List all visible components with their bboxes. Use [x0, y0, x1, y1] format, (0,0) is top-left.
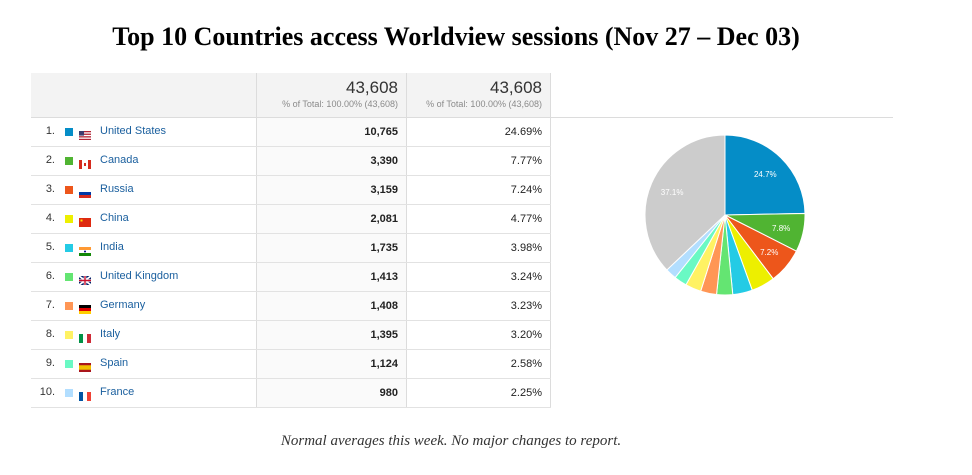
country-link[interactable]: United Kingdom — [100, 270, 179, 282]
sessions-total-sub: % of Total: 100.00% (43,608) — [282, 99, 398, 109]
row-index: 8. — [45, 328, 55, 340]
country-link[interactable]: United States — [100, 125, 167, 137]
legend-swatch — [65, 273, 73, 281]
percent-value: 3.24% — [406, 263, 551, 291]
us-flag-icon — [79, 127, 91, 140]
cn-flag-icon — [79, 214, 91, 227]
percent-total: 43,608 — [490, 78, 542, 97]
sessions-value: 1,395 — [256, 321, 406, 349]
pie-slice-label: 37.1% — [661, 188, 684, 197]
table-row: 1. United States 10,765 24.69% — [31, 118, 551, 147]
ca-flag-icon — [79, 156, 91, 169]
sessions-value: 10,765 — [256, 118, 406, 146]
percent-value: 3.98% — [406, 234, 551, 262]
country-link[interactable]: Canada — [100, 154, 139, 166]
table-row: 2. Canada 3,390 7.77% — [31, 147, 551, 176]
sessions-value: 980 — [256, 379, 406, 407]
percent-total-cell: 43,608 % of Total: 100.00% (43,608) — [406, 73, 551, 117]
country-link[interactable]: China — [100, 212, 129, 224]
pie-slice-label: 7.2% — [760, 248, 778, 257]
percent-value: 2.58% — [406, 350, 551, 378]
country-link[interactable]: Germany — [100, 299, 146, 311]
legend-swatch — [65, 128, 73, 136]
chart-title: Top 10 Countries access Worldview sessio… — [112, 22, 800, 51]
table-row: 8. Italy 1,395 3.20% — [31, 321, 551, 350]
legend-swatch — [65, 302, 73, 310]
sessions-value: 2,081 — [256, 205, 406, 233]
row-index: 9. — [45, 357, 55, 369]
table-row: 3. Russia 3,159 7.24% — [31, 176, 551, 205]
row-index: 3. — [45, 183, 55, 195]
es-flag-icon — [79, 359, 91, 372]
country-link[interactable]: France — [100, 386, 135, 398]
fr-flag-icon — [79, 388, 91, 401]
country-link[interactable]: Italy — [100, 328, 121, 340]
legend-swatch — [65, 360, 73, 368]
legend-swatch — [65, 215, 73, 223]
row-index: 6. — [45, 270, 55, 282]
pie-slice-other[interactable] — [644, 134, 726, 271]
in-flag-icon — [79, 243, 91, 256]
it-flag-icon — [79, 330, 91, 343]
percent-value: 3.20% — [406, 321, 551, 349]
legend-swatch — [65, 244, 73, 252]
table-row: 7. Germany 1,408 3.23% — [31, 292, 551, 321]
ru-flag-icon — [79, 185, 91, 198]
sessions-value: 3,159 — [256, 176, 406, 204]
percent-total-sub: % of Total: 100.00% (43,608) — [426, 99, 542, 109]
table-row: 4. China 2,081 4.77% — [31, 205, 551, 234]
gb-flag-icon — [78, 272, 92, 286]
table-row: 6. United Kingdom 1,413 3.24% — [31, 263, 551, 292]
table-row: 5. India 1,735 3.98% — [31, 234, 551, 263]
sessions-value: 1,413 — [256, 263, 406, 291]
pie-slice-label: 7.8% — [772, 224, 790, 233]
sessions-value: 3,390 — [256, 147, 406, 175]
country-link[interactable]: Russia — [100, 183, 134, 195]
percent-value: 3.23% — [406, 292, 551, 320]
row-index: 7. — [45, 299, 55, 311]
country-link[interactable]: India — [100, 241, 124, 253]
sessions-total: 43,608 — [346, 78, 398, 97]
legend-swatch — [65, 389, 73, 397]
legend-swatch — [65, 157, 73, 165]
pie-slice-united-states[interactable] — [724, 134, 806, 216]
row-index: 10. — [39, 386, 55, 398]
footnote: Normal averages this week. No major chan… — [280, 433, 622, 449]
sessions-value: 1,408 — [256, 292, 406, 320]
pie-slice-label: 24.7% — [754, 170, 777, 179]
row-index: 5. — [45, 241, 55, 253]
percent-value: 7.24% — [406, 176, 551, 204]
percent-value: 2.25% — [406, 379, 551, 407]
row-index: 2. — [45, 154, 55, 166]
table-header: 43,608 % of Total: 100.00% (43,608) 43,6… — [31, 73, 893, 118]
percent-value: 4.77% — [406, 205, 551, 233]
percent-value: 24.69% — [406, 118, 551, 146]
legend-swatch — [65, 186, 73, 194]
country-link[interactable]: Spain — [100, 357, 129, 369]
table-row: 10. France 980 2.25% — [31, 379, 551, 408]
legend-swatch — [65, 331, 73, 339]
percent-value: 7.77% — [406, 147, 551, 175]
sessions-table: 43,608 % of Total: 100.00% (43,608) 43,6… — [31, 73, 893, 408]
row-index: 1. — [45, 125, 55, 137]
header-blank-cell — [31, 73, 256, 117]
pie-chart: 24.7% 7.8% 7.2% 37.1% — [644, 134, 806, 296]
row-index: 4. — [45, 212, 55, 224]
table-row: 9. Spain 1,124 2.58% — [31, 350, 551, 379]
sessions-value: 1,124 — [256, 350, 406, 378]
sessions-total-cell: 43,608 % of Total: 100.00% (43,608) — [256, 73, 406, 117]
de-flag-icon — [79, 301, 91, 314]
table-body: 1. United States 10,765 24.69% 2. Canada 3,390… — [31, 118, 893, 408]
sessions-value: 1,735 — [256, 234, 406, 262]
